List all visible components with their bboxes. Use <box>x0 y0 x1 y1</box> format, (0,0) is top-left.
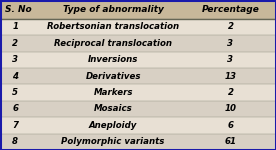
Text: Mosaics: Mosaics <box>94 105 132 114</box>
Bar <box>0 0 276 19</box>
Text: 6: 6 <box>12 105 18 114</box>
Text: 7: 7 <box>12 121 18 130</box>
Text: Aneploidy: Aneploidy <box>89 121 137 130</box>
Text: 4: 4 <box>12 72 18 81</box>
Text: Derivatives: Derivatives <box>85 72 141 81</box>
Bar <box>0 134 276 150</box>
Text: 6: 6 <box>227 121 233 130</box>
Bar <box>0 101 276 117</box>
Text: Percentage: Percentage <box>201 5 259 14</box>
Text: 5: 5 <box>12 88 18 97</box>
Bar <box>0 84 276 101</box>
Text: 8: 8 <box>12 137 18 146</box>
Text: 3: 3 <box>12 55 18 64</box>
Text: 2: 2 <box>227 88 233 97</box>
Text: Type of abnormality: Type of abnormality <box>63 5 164 14</box>
Text: 2: 2 <box>227 22 233 32</box>
Text: 1: 1 <box>12 22 18 32</box>
Text: 10: 10 <box>224 105 237 114</box>
Text: Inversions: Inversions <box>88 55 138 64</box>
Bar <box>0 117 276 134</box>
Text: 61: 61 <box>224 137 237 146</box>
Text: S. No: S. No <box>5 5 31 14</box>
Text: 3: 3 <box>227 55 233 64</box>
Text: Polymorphic variants: Polymorphic variants <box>62 137 165 146</box>
Text: Reciprocal translocation: Reciprocal translocation <box>54 39 172 48</box>
Text: 2: 2 <box>12 39 18 48</box>
Bar <box>0 52 276 68</box>
Text: Markers: Markers <box>93 88 133 97</box>
Text: 3: 3 <box>227 39 233 48</box>
Bar <box>0 68 276 84</box>
Text: Robertsonian translocation: Robertsonian translocation <box>47 22 179 32</box>
Text: 13: 13 <box>224 72 237 81</box>
Bar <box>0 35 276 52</box>
Bar <box>0 19 276 35</box>
